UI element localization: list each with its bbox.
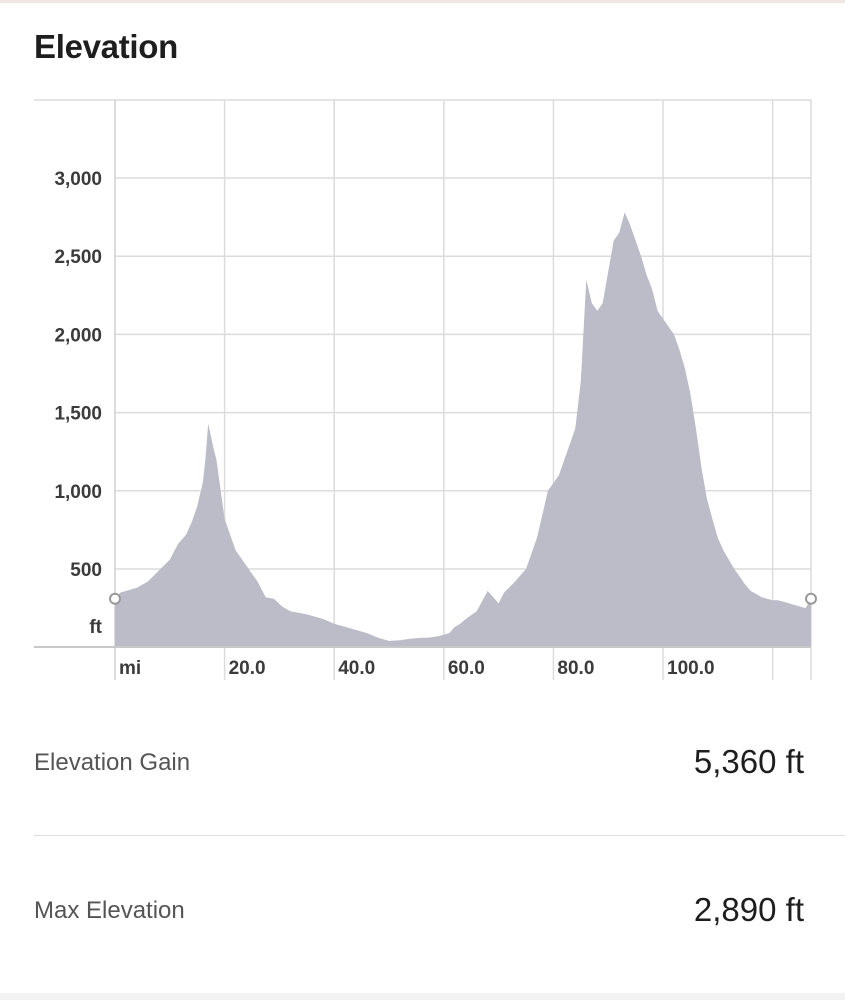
y-tick-label: 500 — [70, 560, 102, 581]
stat-value: 2,890 ft — [693, 891, 804, 928]
y-tick-label: 1,500 — [54, 404, 102, 425]
y-tick-label: 2,500 — [54, 247, 102, 268]
divider — [34, 835, 845, 836]
stat-row-elevation-gain: Elevation Gain 5,360 ft — [34, 735, 804, 795]
top-edge — [0, 0, 845, 3]
bottom-edge — [0, 993, 845, 1000]
y-tick-label: 2,000 — [54, 325, 102, 346]
x-unit-label: mi — [119, 658, 141, 679]
x-tick-label: 80.0 — [557, 658, 594, 679]
end-marker[interactable] — [805, 592, 817, 605]
x-tick-label: 40.0 — [338, 658, 375, 679]
stat-label: Elevation Gain — [34, 749, 191, 776]
x-tick-label: 100.0 — [667, 658, 715, 679]
y-axis-labels: 3,000 2,500 2,000 1,500 1,000 500 — [54, 169, 102, 581]
section-title: Elevation — [34, 28, 179, 65]
stat-value: 5,360 ft — [693, 743, 804, 780]
stat-row-max-elevation: Max Elevation 2,890 ft — [34, 883, 804, 943]
x-axis-labels: 20.0 40.0 60.0 80.0 100.0 — [229, 658, 715, 679]
y-tick-label: 3,000 — [54, 169, 102, 190]
x-tick-label: 20.0 — [229, 658, 266, 679]
start-marker[interactable] — [109, 592, 121, 605]
elevation-area — [115, 212, 811, 647]
x-tick-label: 60.0 — [448, 658, 485, 679]
stat-label: Max Elevation — [34, 897, 185, 924]
y-unit-label: ft — [89, 617, 102, 638]
elevation-chart: 3,000 2,500 2,000 1,500 1,000 500 20.0 40.0 60.… — [34, 99, 817, 680]
y-tick-label: 1,000 — [54, 482, 102, 503]
